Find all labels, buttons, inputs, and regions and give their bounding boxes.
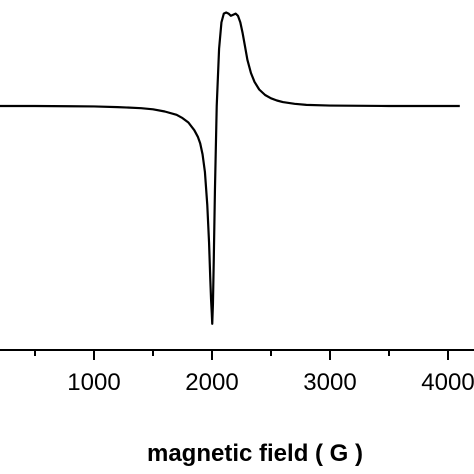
x-axis-ticks <box>34 350 449 360</box>
x-axis-tick-labels: 1000 2000 3000 4000 <box>67 369 474 396</box>
x-tick-label: 3000 <box>303 369 356 396</box>
x-tick-label: 4000 <box>421 369 474 396</box>
x-tick-label: 1000 <box>67 369 120 396</box>
spectrum-line <box>0 11 460 325</box>
x-axis-title: magnetic field ( G ) <box>147 440 363 467</box>
x-tick-label: 2000 <box>185 369 238 396</box>
